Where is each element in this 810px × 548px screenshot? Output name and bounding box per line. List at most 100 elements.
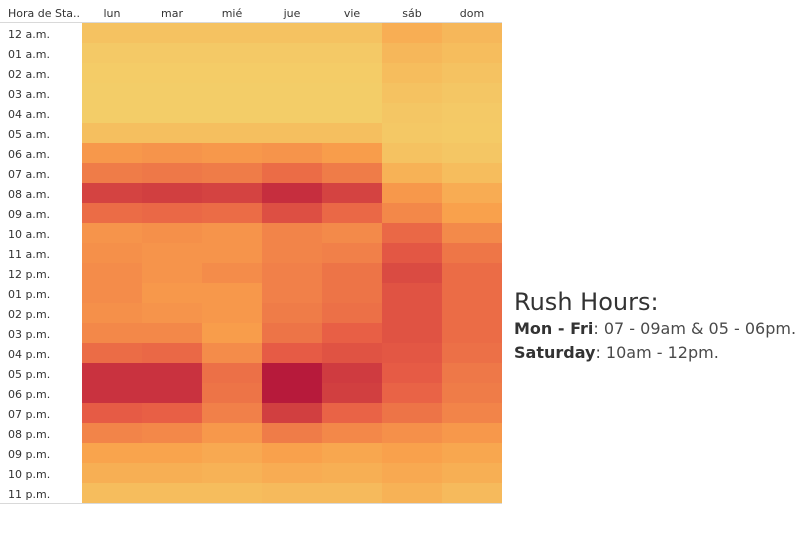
heatmap-cell <box>142 63 202 83</box>
heatmap-cell <box>202 183 262 203</box>
heatmap-cell <box>262 303 322 323</box>
row-label-15: 03 p.m. <box>8 328 50 341</box>
row-header-label: Hora de Sta.. <box>8 7 80 20</box>
heatmap-cell <box>322 303 382 323</box>
heatmap-cell <box>202 483 262 503</box>
heatmap-cell <box>322 83 382 103</box>
heatmap-cell <box>442 483 502 503</box>
heatmap-cell <box>202 223 262 243</box>
heatmap-cell <box>82 463 142 483</box>
heatmap-cell <box>382 483 442 503</box>
heatmap-cell <box>322 463 382 483</box>
heatmap-cell <box>142 203 202 223</box>
column-label-2: mié <box>222 7 243 20</box>
heatmap-cell <box>442 163 502 183</box>
heatmap-cell <box>142 483 202 503</box>
heatmap-cell <box>142 443 202 463</box>
weekday-text: : 07 - 09am & 05 - 06pm. <box>593 319 797 338</box>
heatmap-cell <box>202 143 262 163</box>
heatmap-cell <box>202 43 262 63</box>
row-label-8: 08 a.m. <box>8 188 50 201</box>
heatmap-cell <box>262 323 322 343</box>
heatmap-cell <box>202 423 262 443</box>
heatmap-cell <box>322 383 382 403</box>
heatmap-cell <box>322 263 382 283</box>
heatmap-cell <box>442 283 502 303</box>
heatmap-cell <box>142 123 202 143</box>
heatmap-cell <box>322 43 382 63</box>
heatmap-cell <box>142 403 202 423</box>
heatmap-cell <box>442 403 502 423</box>
heatmap-cell <box>442 63 502 83</box>
heatmap-cell <box>142 383 202 403</box>
heatmap-cell <box>202 463 262 483</box>
row-label-20: 08 p.m. <box>8 428 50 441</box>
heatmap-cell <box>262 363 322 383</box>
heatmap-cell <box>202 363 262 383</box>
heatmap-cell <box>322 223 382 243</box>
heatmap-cell <box>382 363 442 383</box>
heatmap-cell <box>202 443 262 463</box>
heatmap-cell <box>382 303 442 323</box>
heatmap-cell <box>202 323 262 343</box>
heatmap-cell <box>82 343 142 363</box>
heatmap-cell <box>142 103 202 123</box>
heatmap-cell <box>382 23 442 43</box>
heatmap-cell <box>82 383 142 403</box>
heatmap-cell <box>202 123 262 143</box>
heatmap-cell <box>442 263 502 283</box>
heatmap-cell <box>82 123 142 143</box>
heatmap-cell <box>382 343 442 363</box>
heatmap-cell <box>442 243 502 263</box>
heatmap-cell <box>82 183 142 203</box>
heatmap-cell <box>82 63 142 83</box>
heatmap-cell <box>262 423 322 443</box>
heatmap-cell <box>322 123 382 143</box>
row-label-23: 11 p.m. <box>8 488 50 501</box>
heatmap-cell <box>322 23 382 43</box>
heatmap-cell <box>82 23 142 43</box>
row-label-17: 05 p.m. <box>8 368 50 381</box>
row-label-19: 07 p.m. <box>8 408 50 421</box>
heatmap-cell <box>142 323 202 343</box>
heatmap-cell <box>262 203 322 223</box>
heatmap-cell <box>82 443 142 463</box>
heatmap-cell <box>142 183 202 203</box>
heatmap-cell <box>442 143 502 163</box>
heatmap-cell <box>202 63 262 83</box>
heatmap-cell <box>382 263 442 283</box>
row-label-16: 04 p.m. <box>8 348 50 361</box>
heatmap-cell <box>82 323 142 343</box>
rush-hour-heatmap: Hora de Sta.. lun mar mié jue vie sáb dom 12 a.m… <box>0 7 502 504</box>
row-label-1: 01 a.m. <box>8 48 50 61</box>
heatmap-cell <box>262 183 322 203</box>
row-label-5: 05 a.m. <box>8 128 50 141</box>
heatmap-cell <box>82 363 142 383</box>
annotation-weekday-line: Mon - Fri: 07 - 09am & 05 - 06pm. <box>514 317 810 341</box>
heatmap-cell <box>262 483 322 503</box>
heatmap-cell <box>82 243 142 263</box>
heatmap-cell <box>262 143 322 163</box>
row-label-7: 07 a.m. <box>8 168 50 181</box>
annotation-title: Rush Hours: <box>514 288 659 316</box>
heatmap-cell <box>142 263 202 283</box>
row-label-22: 10 p.m. <box>8 468 50 481</box>
heatmap-cell <box>442 443 502 463</box>
heatmap-cell <box>142 343 202 363</box>
heatmap-cell <box>262 163 322 183</box>
heatmap-cell <box>82 43 142 63</box>
heatmap-cell <box>442 103 502 123</box>
heatmap-cell <box>142 303 202 323</box>
heatmap-cell <box>82 203 142 223</box>
heatmap-cell <box>382 203 442 223</box>
saturday-label: Saturday <box>514 343 596 362</box>
saturday-text: : 10am - 12pm. <box>595 343 719 362</box>
heatmap-cell <box>202 403 262 423</box>
heatmap-cell <box>202 163 262 183</box>
heatmap-cell <box>382 163 442 183</box>
heatmap-cell <box>382 143 442 163</box>
heatmap-cell <box>442 223 502 243</box>
heatmap-cell <box>442 423 502 443</box>
heatmap-cell <box>262 383 322 403</box>
row-label-2: 02 a.m. <box>8 68 50 81</box>
